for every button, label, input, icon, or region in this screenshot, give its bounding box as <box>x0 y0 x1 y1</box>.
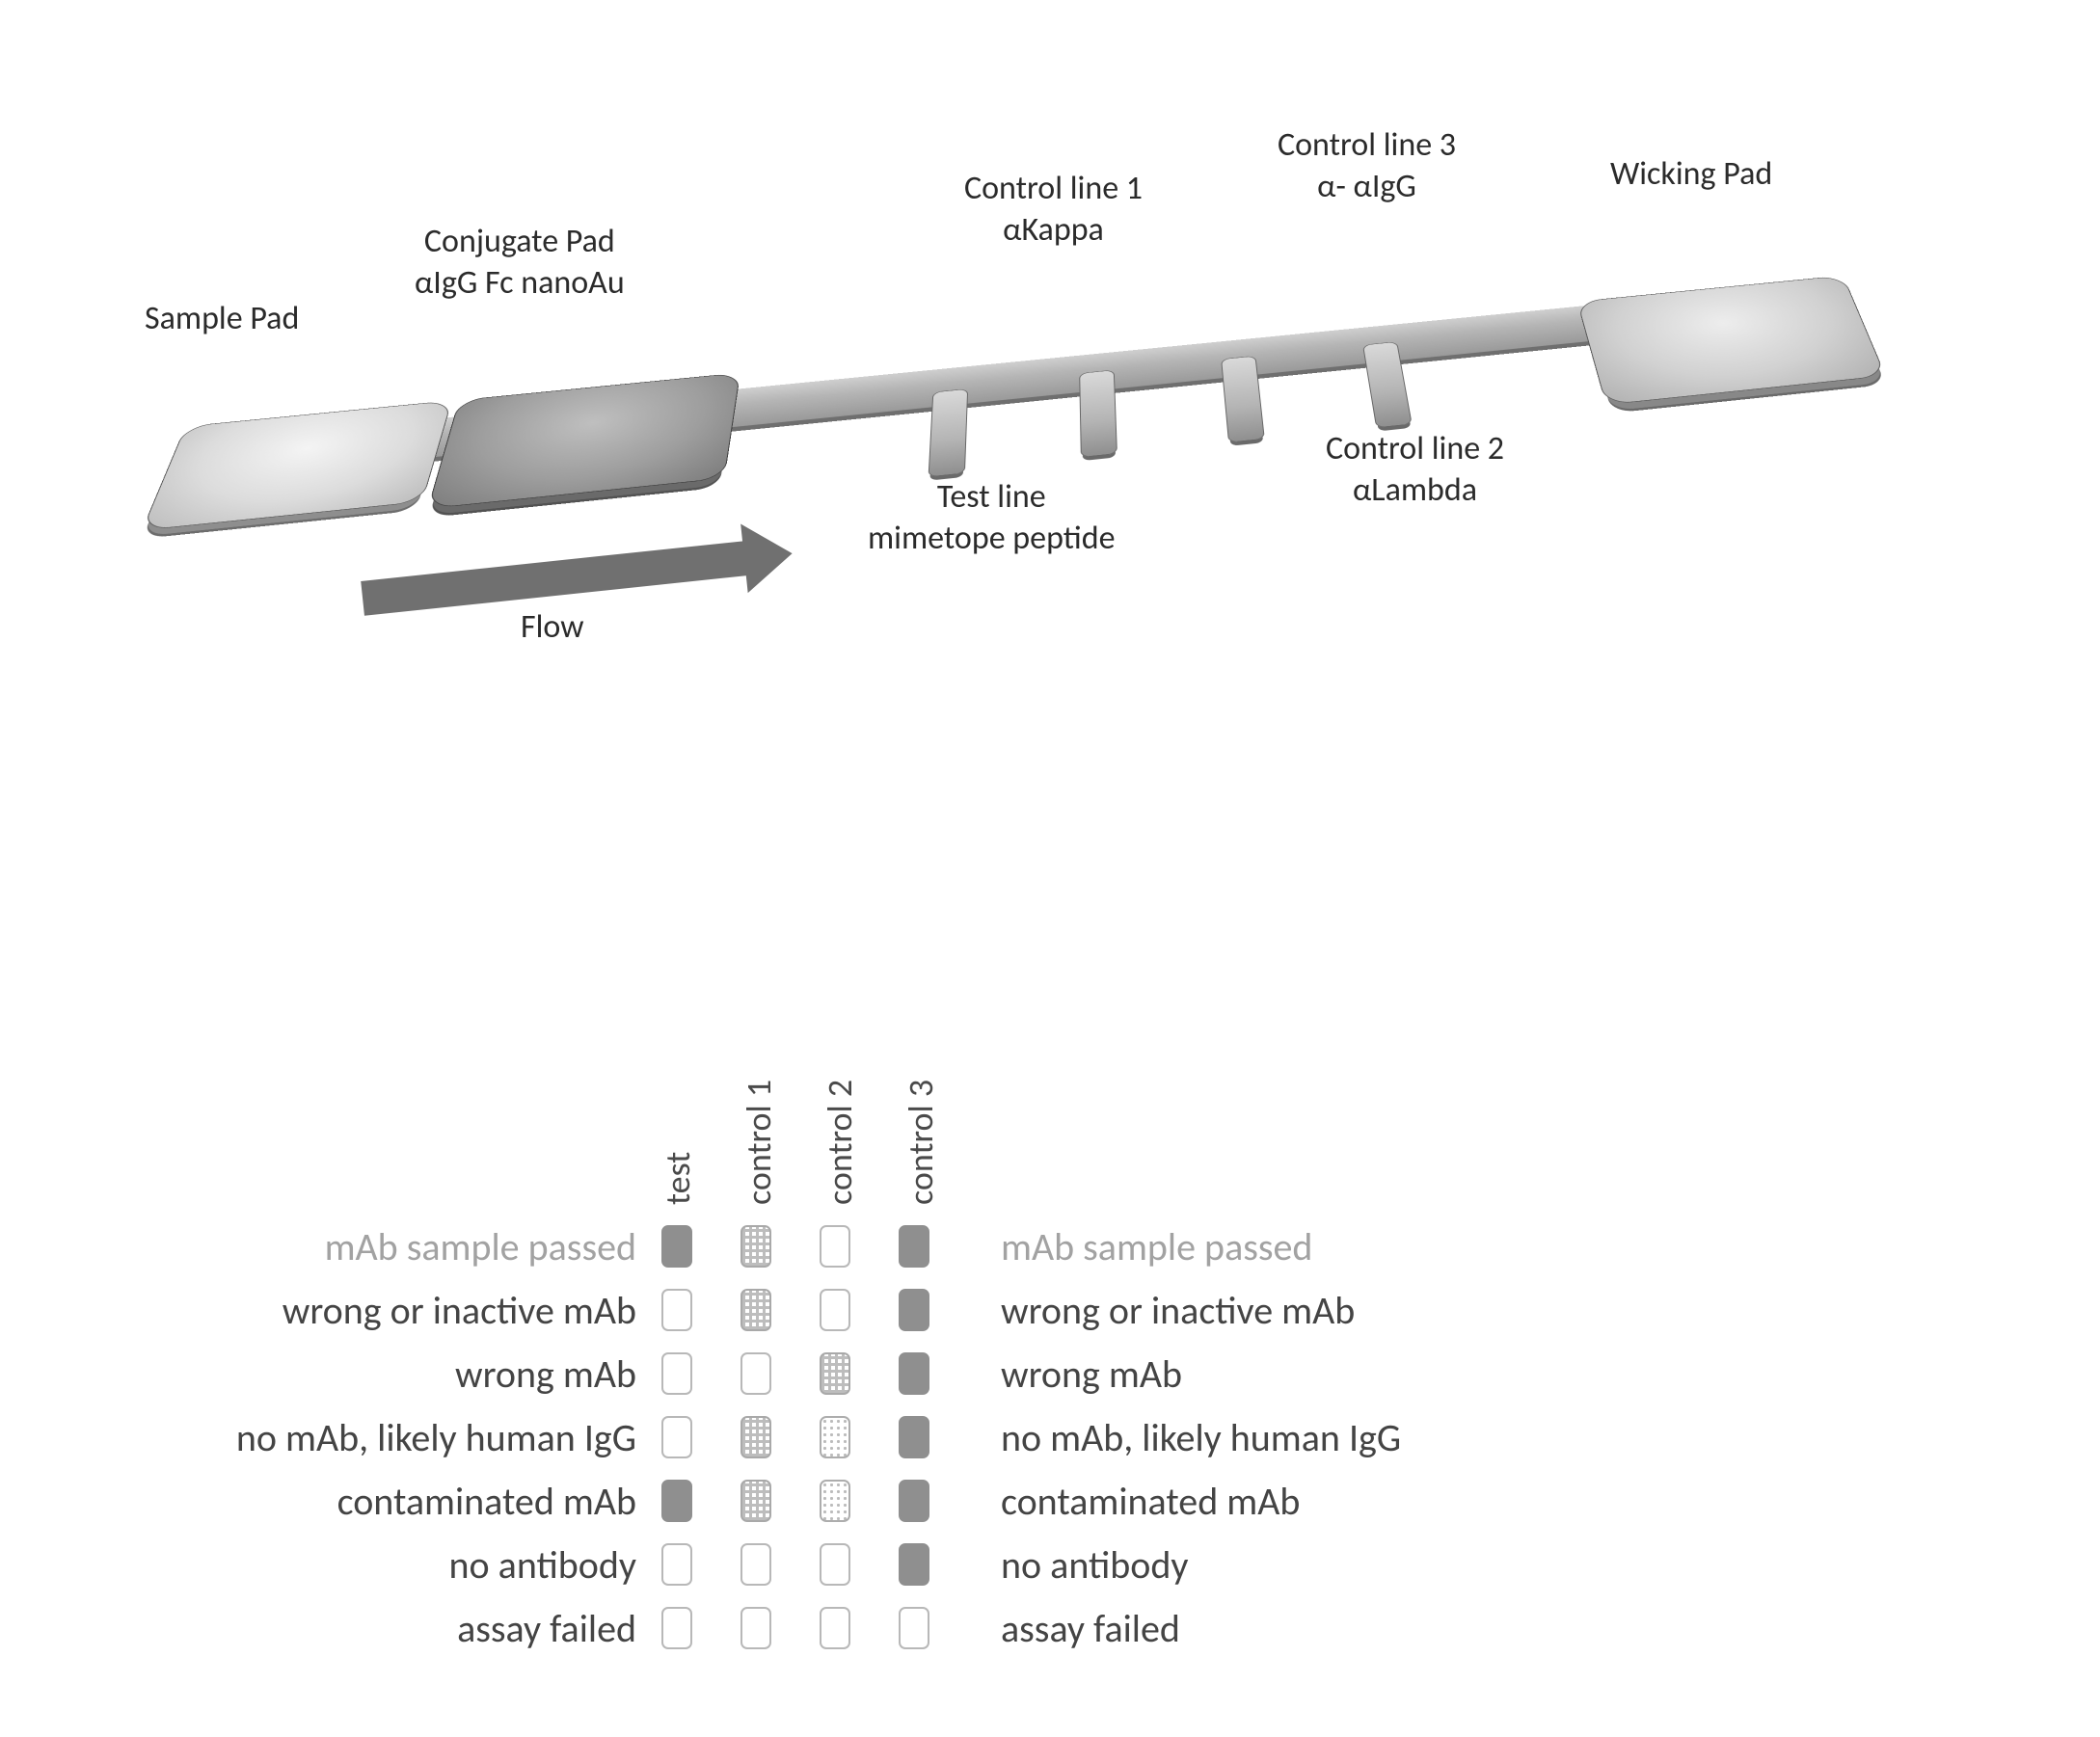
result-row: assay failed assay failed <box>231 1596 1401 1660</box>
flow-arrow <box>361 541 748 616</box>
test-line-label-line1: Test line <box>937 477 1046 517</box>
result-cell <box>661 1289 692 1331</box>
column-headers: test control 1 control 2 control 3 <box>666 1012 984 1205</box>
result-row-left-label: contaminated mAb <box>231 1478 656 1525</box>
result-row: contaminated mAb contaminated mAb <box>231 1469 1401 1533</box>
result-row: mAb sample passed mAb sample passed <box>231 1215 1401 1278</box>
result-row-cells <box>656 1289 974 1331</box>
result-cell <box>661 1607 692 1649</box>
result-cell <box>820 1480 850 1522</box>
result-cell <box>899 1607 929 1649</box>
result-cell <box>820 1225 850 1268</box>
conjugate-pad-label-line2: αIgG Fc nanoAu <box>415 263 625 303</box>
control2-label: Control line 2 αLambda <box>1326 429 1504 511</box>
result-row-left-label: mAb sample passed <box>231 1223 656 1270</box>
result-row-right-label: contaminated mAb <box>974 1478 1300 1525</box>
result-cell <box>661 1225 692 1268</box>
control2-label-line1: Control line 2 <box>1326 429 1504 468</box>
result-row: no mAb, likely human IgG no mAb, likely h… <box>231 1405 1401 1469</box>
control1-label-line2: αKappa <box>1003 210 1104 250</box>
result-cell <box>899 1289 929 1331</box>
result-row: wrong mAb wrong mAb <box>231 1342 1401 1405</box>
result-row-cells <box>656 1607 974 1649</box>
result-row-left-label: no mAb, likely human IgG <box>231 1414 656 1461</box>
conjugate-pad-label-line1: Conjugate Pad <box>424 222 615 261</box>
result-cell <box>661 1480 692 1522</box>
result-cell <box>899 1480 929 1522</box>
control3-label-line2: α- αIgG <box>1317 167 1416 206</box>
result-row-right-label: mAb sample passed <box>974 1223 1312 1270</box>
result-cell <box>661 1543 692 1586</box>
result-row: wrong or inactive mAb wrong or inactive m… <box>231 1278 1401 1342</box>
control3-label-line1: Control line 3 <box>1278 125 1456 165</box>
control1-label-line1: Control line 1 <box>964 169 1143 208</box>
result-row-right-label: no mAb, likely human IgG <box>974 1414 1401 1461</box>
test-line-label-line2: mimetope peptide <box>868 519 1116 558</box>
result-cell <box>740 1289 771 1331</box>
lateral-flow-strip-diagram: Sample Pad Conjugate Pad αIgG Fc nanoAu … <box>125 125 1957 704</box>
result-cell <box>740 1543 771 1586</box>
result-cell <box>820 1543 850 1586</box>
result-row-right-label: wrong mAb <box>974 1350 1182 1398</box>
result-row-left-label: wrong or inactive mAb <box>231 1287 656 1334</box>
result-cell <box>740 1607 771 1649</box>
col-header-control1: control 1 <box>738 1080 780 1205</box>
conjugate-pad <box>427 373 740 509</box>
result-row-cells <box>656 1416 974 1458</box>
result-cell <box>661 1416 692 1458</box>
conjugate-pad-label: Conjugate Pad αIgG Fc nanoAu <box>415 222 625 304</box>
result-cell <box>661 1352 692 1395</box>
result-cell <box>899 1416 929 1458</box>
result-row-cells <box>656 1225 974 1268</box>
sample-pad <box>142 400 452 530</box>
result-row-left-label: wrong mAb <box>231 1350 656 1398</box>
col-header-test: test <box>657 1152 699 1205</box>
result-cell <box>899 1225 929 1268</box>
test-line-label: Test line mimetope peptide <box>868 477 1116 559</box>
result-row-left-label: assay failed <box>231 1605 656 1652</box>
wicking-pad-label: Wicking Pad <box>1610 154 1772 196</box>
control3-label: Control line 3 α- αIgG <box>1278 125 1456 207</box>
result-cell <box>899 1543 929 1586</box>
control1-label: Control line 1 αKappa <box>964 169 1143 251</box>
result-row-cells <box>656 1352 974 1395</box>
control-line-1-3d <box>1079 370 1117 458</box>
result-cell <box>740 1480 771 1522</box>
result-row-right-label: assay failed <box>974 1605 1180 1652</box>
result-cell <box>740 1352 771 1395</box>
result-cell <box>820 1352 850 1395</box>
control2-label-line2: αLambda <box>1353 470 1477 510</box>
result-row-right-label: no antibody <box>974 1541 1188 1589</box>
result-row-left-label: no antibody <box>231 1541 656 1589</box>
result-row-right-label: wrong or inactive mAb <box>974 1287 1355 1334</box>
wicking-pad <box>1576 276 1886 405</box>
result-row-cells <box>656 1480 974 1522</box>
result-cell <box>740 1225 771 1268</box>
test-line-3d <box>929 388 969 477</box>
result-cell <box>820 1607 850 1649</box>
result-cell <box>820 1416 850 1458</box>
result-cell <box>740 1416 771 1458</box>
sample-pad-label: Sample Pad <box>145 299 299 340</box>
result-rows: mAb sample passed mAb sample passed wrong … <box>231 1215 1401 1660</box>
flow-label: Flow <box>521 607 584 649</box>
result-cell <box>899 1352 929 1395</box>
col-header-control2: control 2 <box>819 1080 861 1205</box>
result-cell <box>820 1289 850 1331</box>
result-row-cells <box>656 1543 974 1586</box>
result-row: no antibody no antibody <box>231 1533 1401 1596</box>
col-header-control3: control 3 <box>900 1080 942 1205</box>
